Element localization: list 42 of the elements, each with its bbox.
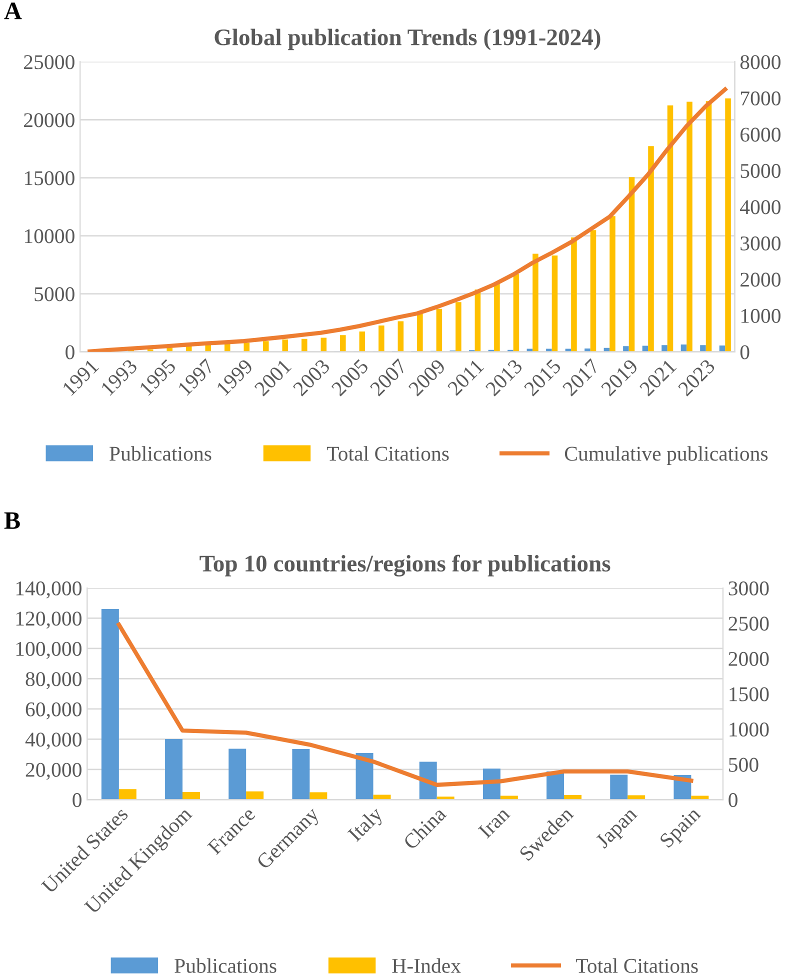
y-tick-label: 40,000 [25, 732, 82, 750]
y-tick-label: 140,000 [16, 581, 82, 598]
y-tick-label: 60,000 [26, 702, 82, 720]
y-tick-label: 0 [72, 793, 82, 808]
y2-tick-label: 3000 [740, 236, 780, 250]
y2-tick-label: 2000 [740, 272, 780, 287]
y-tick-label: 20000 [24, 113, 74, 128]
y2-tick-label: 5000 [740, 164, 780, 178]
legend-label: H-Index [392, 958, 461, 973]
chart-title: Global publication Trends (1991-2024) [214, 28, 600, 50]
y2-tick-label: 0 [740, 345, 750, 360]
y-tick-label: 100,000 [16, 642, 82, 659]
chart-title: Top 10 countries/regions for publications [200, 554, 610, 577]
legend-label: Total Citations [326, 446, 449, 461]
text: A [4, 2, 22, 20]
y2-tick-label: 2000 [728, 652, 769, 666]
y2-tick-label: 500 [729, 758, 758, 772]
legend-label: Publications [174, 958, 276, 973]
y-tick-label: 0 [66, 345, 74, 360]
y2-tick-label: 1000 [730, 722, 769, 737]
y2-tick-label: 6000 [740, 128, 780, 142]
y2-tick-label: 2500 [728, 616, 769, 631]
y2-tick-label: 3000 [728, 581, 769, 596]
y-tick-label: 15000 [24, 171, 74, 186]
y2-tick-label: 7000 [740, 91, 780, 106]
x-tick-label: Iran [478, 806, 511, 839]
y2-tick-label: 8000 [740, 55, 780, 70]
legend-label: Total Citations [576, 958, 698, 973]
y-tick-label: 25000 [24, 55, 74, 70]
text: B [4, 512, 20, 529]
y-tick-label: 80,000 [26, 672, 82, 690]
y-tick-label: 20,000 [26, 762, 82, 780]
y-tick-label: 5000 [34, 287, 74, 302]
x-tick-label: Italy [346, 805, 387, 846]
legend-label: Cumulative publications [564, 446, 768, 466]
y2-tick-label: 0 [728, 793, 738, 808]
y2-tick-label: 1500 [730, 687, 769, 702]
y2-tick-label: 1000 [741, 308, 780, 323]
y-tick-label: 120,000 [16, 612, 82, 629]
legend-label: Publications [110, 446, 212, 461]
y2-tick-label: 4000 [740, 200, 780, 214]
y-tick-label: 10000 [24, 229, 74, 244]
